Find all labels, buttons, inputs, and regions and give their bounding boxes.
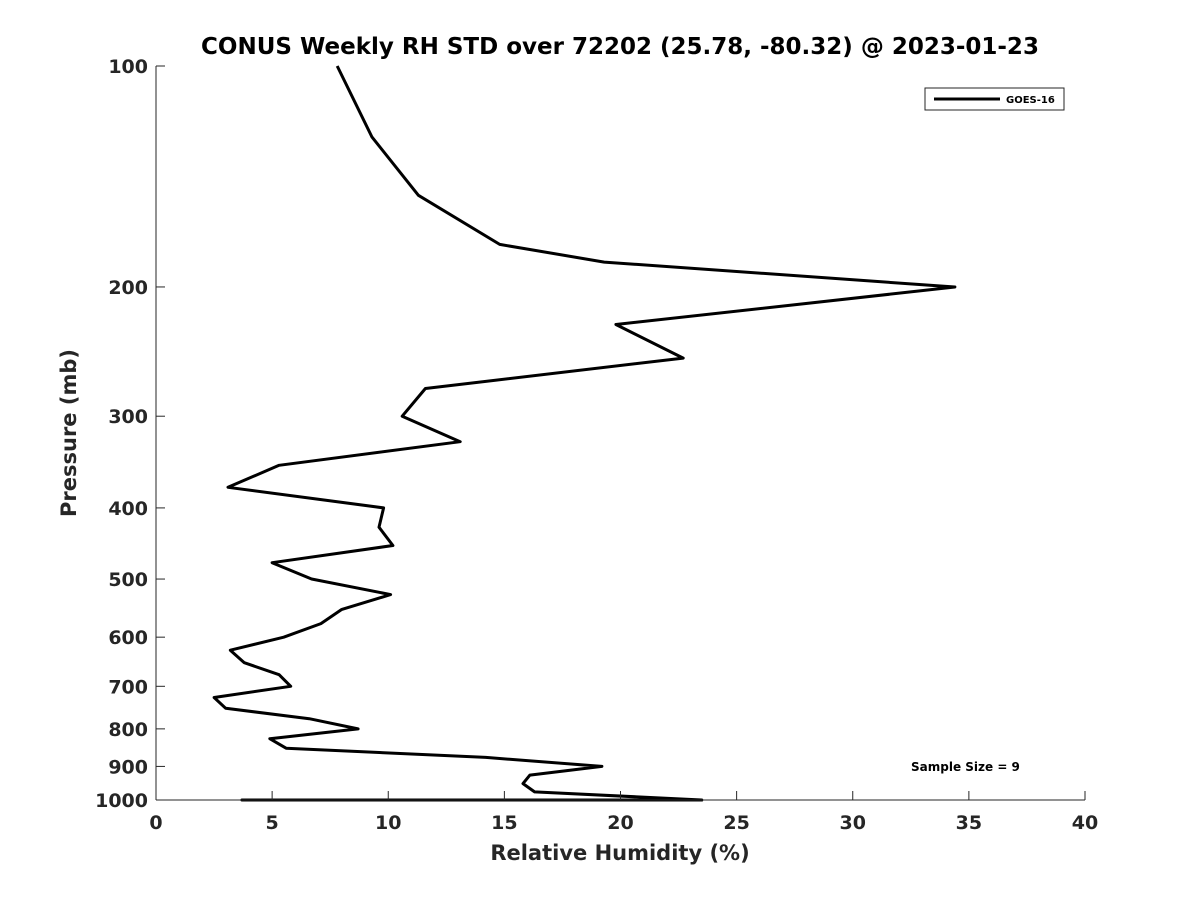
x-tick-label-25: 25 [723,812,749,834]
series-group [212,65,957,802]
series-line-goes-16 [212,65,957,802]
y-tick-label-500: 500 [108,569,148,591]
plot-area: 0 5 10 15 20 25 30 35 40 100 200 300 400 500 600 700 80… [95,56,1098,834]
y-tick-label-800: 800 [108,719,148,741]
x-tick-label-5: 5 [266,812,279,834]
x-tick-label-30: 30 [840,812,866,834]
x-tick-label-35: 35 [956,812,982,834]
y-tick-label-900: 900 [108,756,148,778]
x-tick-label-15: 15 [491,812,517,834]
y-tick-label-400: 400 [108,498,148,520]
sample-size-annotation: Sample Size = 9 [911,760,1020,774]
legend-label-goes-16: GOES-16 [1006,95,1055,106]
y-tick-label-100: 100 [108,56,148,78]
x-tick-label-10: 10 [375,812,401,834]
x-tick-label-0: 0 [149,812,162,834]
y-tick-label-1000: 1000 [95,790,148,812]
x-axis-title: Relative Humidity (%) [490,841,749,865]
y-tick-label-300: 300 [108,406,148,428]
legend: GOES-16 [924,87,1065,111]
y-ticks: 100 200 300 400 500 600 700 800 900 1000 [95,56,165,812]
y-axis-title: Pressure (mb) [57,349,81,517]
x-tick-label-40: 40 [1072,812,1098,834]
x-tick-label-20: 20 [607,812,633,834]
chart-title: CONUS Weekly RH STD over 72202 (25.78, -… [201,34,1039,60]
x-ticks: 0 5 10 15 20 25 30 35 40 [149,791,1098,834]
y-tick-label-600: 600 [108,627,148,649]
y-tick-label-200: 200 [108,277,148,299]
y-tick-label-700: 700 [108,676,148,698]
